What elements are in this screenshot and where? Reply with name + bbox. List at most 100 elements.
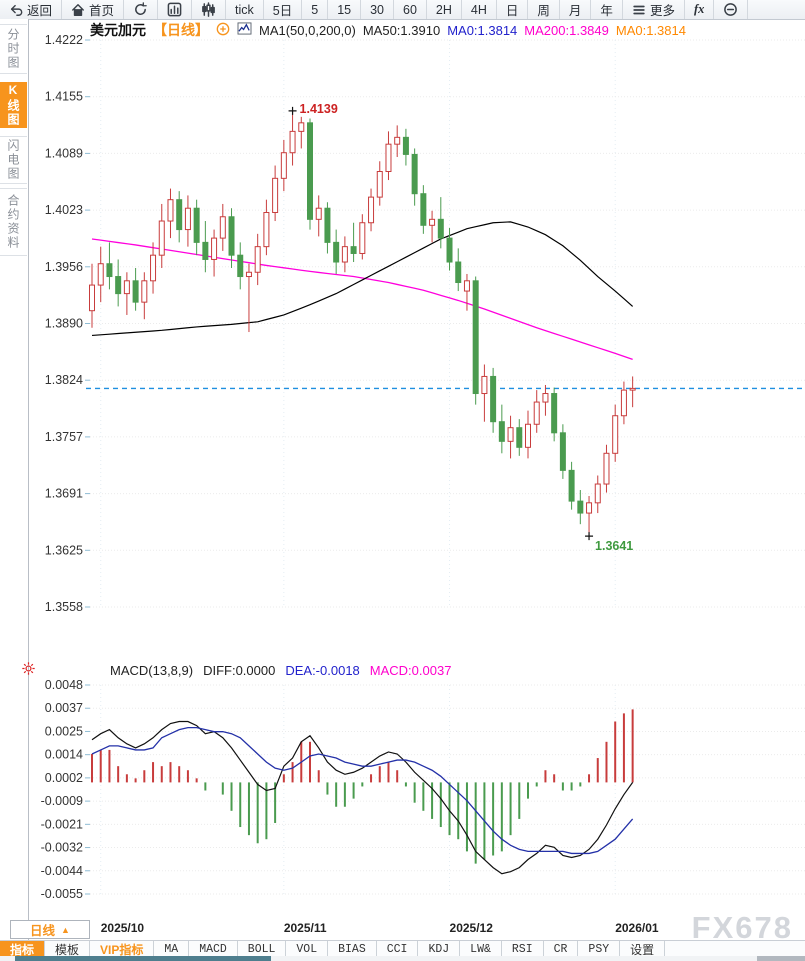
toolbar-5[interactable]: 5 bbox=[302, 0, 329, 19]
toolbar-label: 5日 bbox=[272, 4, 293, 18]
indicator-tab-vol[interactable]: VOL bbox=[286, 941, 329, 957]
x-axis-row: 日线 ▲ FX678 2025/10 2025/11 2025/12 2026/01 bbox=[0, 910, 805, 945]
svg-text:0.0002: 0.0002 bbox=[45, 771, 83, 785]
indicator-tab-vip指标[interactable]: VIP指标 bbox=[90, 941, 155, 957]
period-tag: 【日线】 bbox=[153, 22, 209, 38]
bottom-scrollbar[interactable] bbox=[0, 956, 805, 961]
toolbar-tick[interactable]: tick bbox=[226, 0, 264, 19]
main-candlestick-chart[interactable]: 1.4222 1.4155 1.4089 1.4023 1.3956 1.3890 1.38… bbox=[28, 30, 805, 657]
svg-text:1.4222: 1.4222 bbox=[45, 33, 83, 47]
toolbar-label: 30 bbox=[370, 2, 384, 17]
toolbar-label: 返回 bbox=[27, 4, 53, 18]
toolbar-首页[interactable]: 首页 bbox=[62, 0, 125, 19]
toolbar-label: 5 bbox=[311, 2, 319, 17]
toolbar-label: tick bbox=[235, 2, 254, 17]
indicator-tab-cr[interactable]: CR bbox=[544, 941, 579, 957]
add-indicator-icon[interactable] bbox=[216, 22, 230, 39]
x-axis-month-label: 2025/10 bbox=[100, 921, 145, 935]
indicator-tab-boll[interactable]: BOLL bbox=[238, 941, 287, 957]
svg-text:1.3890: 1.3890 bbox=[45, 317, 83, 331]
svg-text:0.0014: 0.0014 bbox=[45, 748, 83, 762]
toolbar-candlestick-button[interactable] bbox=[192, 0, 227, 19]
toolbar-60[interactable]: 60 bbox=[394, 0, 427, 19]
toolbar-zoom-out-button[interactable] bbox=[714, 0, 749, 19]
top-toolbar: 返回 首页 tick 5日 5 15 30 60 2H 4H 日 周 月 年 更多 fx bbox=[0, 0, 805, 20]
toolbar-15[interactable]: 15 bbox=[328, 0, 362, 19]
toolbar-bar-chart-button[interactable] bbox=[158, 0, 193, 19]
low-price-annotation: 1.3641 bbox=[595, 539, 633, 553]
candles-layer bbox=[89, 110, 636, 537]
toolbar-label: 60 bbox=[403, 2, 417, 17]
svg-text:0.0037: 0.0037 bbox=[45, 701, 83, 715]
svg-text:-0.0032: -0.0032 bbox=[41, 841, 83, 855]
scrollbar-thumb-gray[interactable] bbox=[757, 956, 805, 961]
toolbar-30[interactable]: 30 bbox=[361, 0, 394, 19]
indicator-tab-ma[interactable]: MA bbox=[154, 941, 190, 957]
svg-text:1.4089: 1.4089 bbox=[45, 146, 83, 160]
main-y-axis: 1.4222 1.4155 1.4089 1.4023 1.3956 1.3890 1.38… bbox=[45, 33, 805, 614]
x-axis-month-label: 2025/11 bbox=[283, 921, 327, 935]
sidebar-item-kline-chart[interactable]: K线图 bbox=[0, 82, 27, 128]
toolbar-年[interactable]: 年 bbox=[591, 0, 623, 19]
macd-y-axis: 0.0048 0.0037 0.0025 0.0014 0.0002 -0.0009 -0.… bbox=[41, 678, 805, 901]
indicator-tab-模板[interactable]: 模板 bbox=[45, 941, 91, 957]
toolbar-4H[interactable]: 4H bbox=[462, 0, 497, 19]
svg-text:-0.0009: -0.0009 bbox=[41, 794, 83, 808]
ma50-value-label: MA50:1.3910 bbox=[362, 22, 441, 38]
x-axis-month-label: 2025/12 bbox=[449, 921, 493, 935]
indicator-tab-kdj[interactable]: KDJ bbox=[418, 941, 461, 957]
indicator-tab-指标[interactable]: 指标 bbox=[0, 941, 46, 957]
back-icon bbox=[9, 3, 23, 17]
svg-text:0.0048: 0.0048 bbox=[45, 678, 83, 692]
toolbar-2H[interactable]: 2H bbox=[427, 0, 462, 19]
toolbar-label: 年 bbox=[600, 4, 613, 18]
diff-line bbox=[91, 720, 634, 875]
dea-line bbox=[91, 726, 634, 855]
indicator-tab-设置[interactable]: 设置 bbox=[620, 941, 666, 957]
indicator-tab-psy[interactable]: PSY bbox=[578, 941, 621, 957]
indicator-tab-cci[interactable]: CCI bbox=[377, 941, 419, 957]
indicator-tab-lw&[interactable]: LW& bbox=[460, 941, 502, 957]
toolbar-fx[interactable]: fx bbox=[685, 0, 715, 19]
mini-chart-icon[interactable] bbox=[237, 22, 252, 38]
toolbar-日[interactable]: 日 bbox=[497, 0, 529, 19]
svg-text:1.3625: 1.3625 bbox=[45, 543, 83, 557]
ma0-blue-value-label: MA0:1.3814 bbox=[447, 22, 518, 38]
indicator-tab-rsi[interactable]: RSI bbox=[502, 941, 544, 957]
svg-text:1.3691: 1.3691 bbox=[45, 487, 83, 501]
period-selector-label: 日线 bbox=[30, 924, 56, 938]
indicator-tab-macd[interactable]: MACD bbox=[189, 941, 238, 957]
menu-icon bbox=[632, 3, 646, 17]
indicator-tab-bias[interactable]: BIAS bbox=[328, 941, 377, 957]
toolbar-返回[interactable]: 返回 bbox=[0, 0, 63, 19]
svg-text:1.3824: 1.3824 bbox=[45, 373, 83, 387]
svg-text:1.3757: 1.3757 bbox=[45, 430, 83, 444]
macd-histogram bbox=[91, 709, 634, 864]
toolbar-label: 日 bbox=[505, 4, 519, 18]
toolbar-label: 更多 bbox=[649, 4, 675, 18]
left-sidebar: 分时图 K线图闪电图合约资料 bbox=[0, 19, 29, 961]
toolbar-月[interactable]: 月 bbox=[560, 0, 592, 19]
toolbar-周[interactable]: 周 bbox=[528, 0, 560, 19]
bar-chart-icon bbox=[167, 2, 182, 17]
macd-header: MACD(13,8,9) DIFF:0.0000 DEA:-0.0018 MAC… bbox=[110, 662, 451, 678]
toolbar-5日[interactable]: 5日 bbox=[264, 0, 303, 19]
svg-text:-0.0055: -0.0055 bbox=[41, 887, 83, 901]
macd-indicator-chart[interactable]: 0.0048 0.0037 0.0025 0.0014 0.0002 -0.0009 -0.… bbox=[28, 658, 805, 912]
scrollbar-thumb-teal[interactable] bbox=[15, 956, 271, 961]
macd-params-label: MACD(13,8,9) bbox=[110, 662, 194, 678]
zoom-out-icon bbox=[723, 2, 738, 17]
sidebar-item-contract-info[interactable]: 合约资料 bbox=[0, 188, 27, 256]
x-axis-month-label: 2026/01 bbox=[615, 921, 659, 935]
chart-header: 美元加元 【日线】 MA1(50,0,200,0) MA50:1.3910 MA… bbox=[90, 21, 686, 39]
sidebar-item-time-chart[interactable]: 分时图 bbox=[0, 24, 27, 74]
toolbar-label: 首页 bbox=[89, 4, 115, 18]
macd-settings-sun-icon[interactable] bbox=[21, 661, 36, 681]
toolbar-refresh-button[interactable] bbox=[124, 0, 159, 19]
sidebar-item-lightning-chart[interactable]: 闪电图 bbox=[0, 136, 27, 184]
toolbar-更多[interactable]: 更多 bbox=[623, 0, 685, 19]
toolbar-label: fx bbox=[693, 2, 705, 16]
toolbar-label: 周 bbox=[537, 4, 550, 18]
period-selector[interactable]: 日线 ▲ bbox=[10, 920, 90, 939]
